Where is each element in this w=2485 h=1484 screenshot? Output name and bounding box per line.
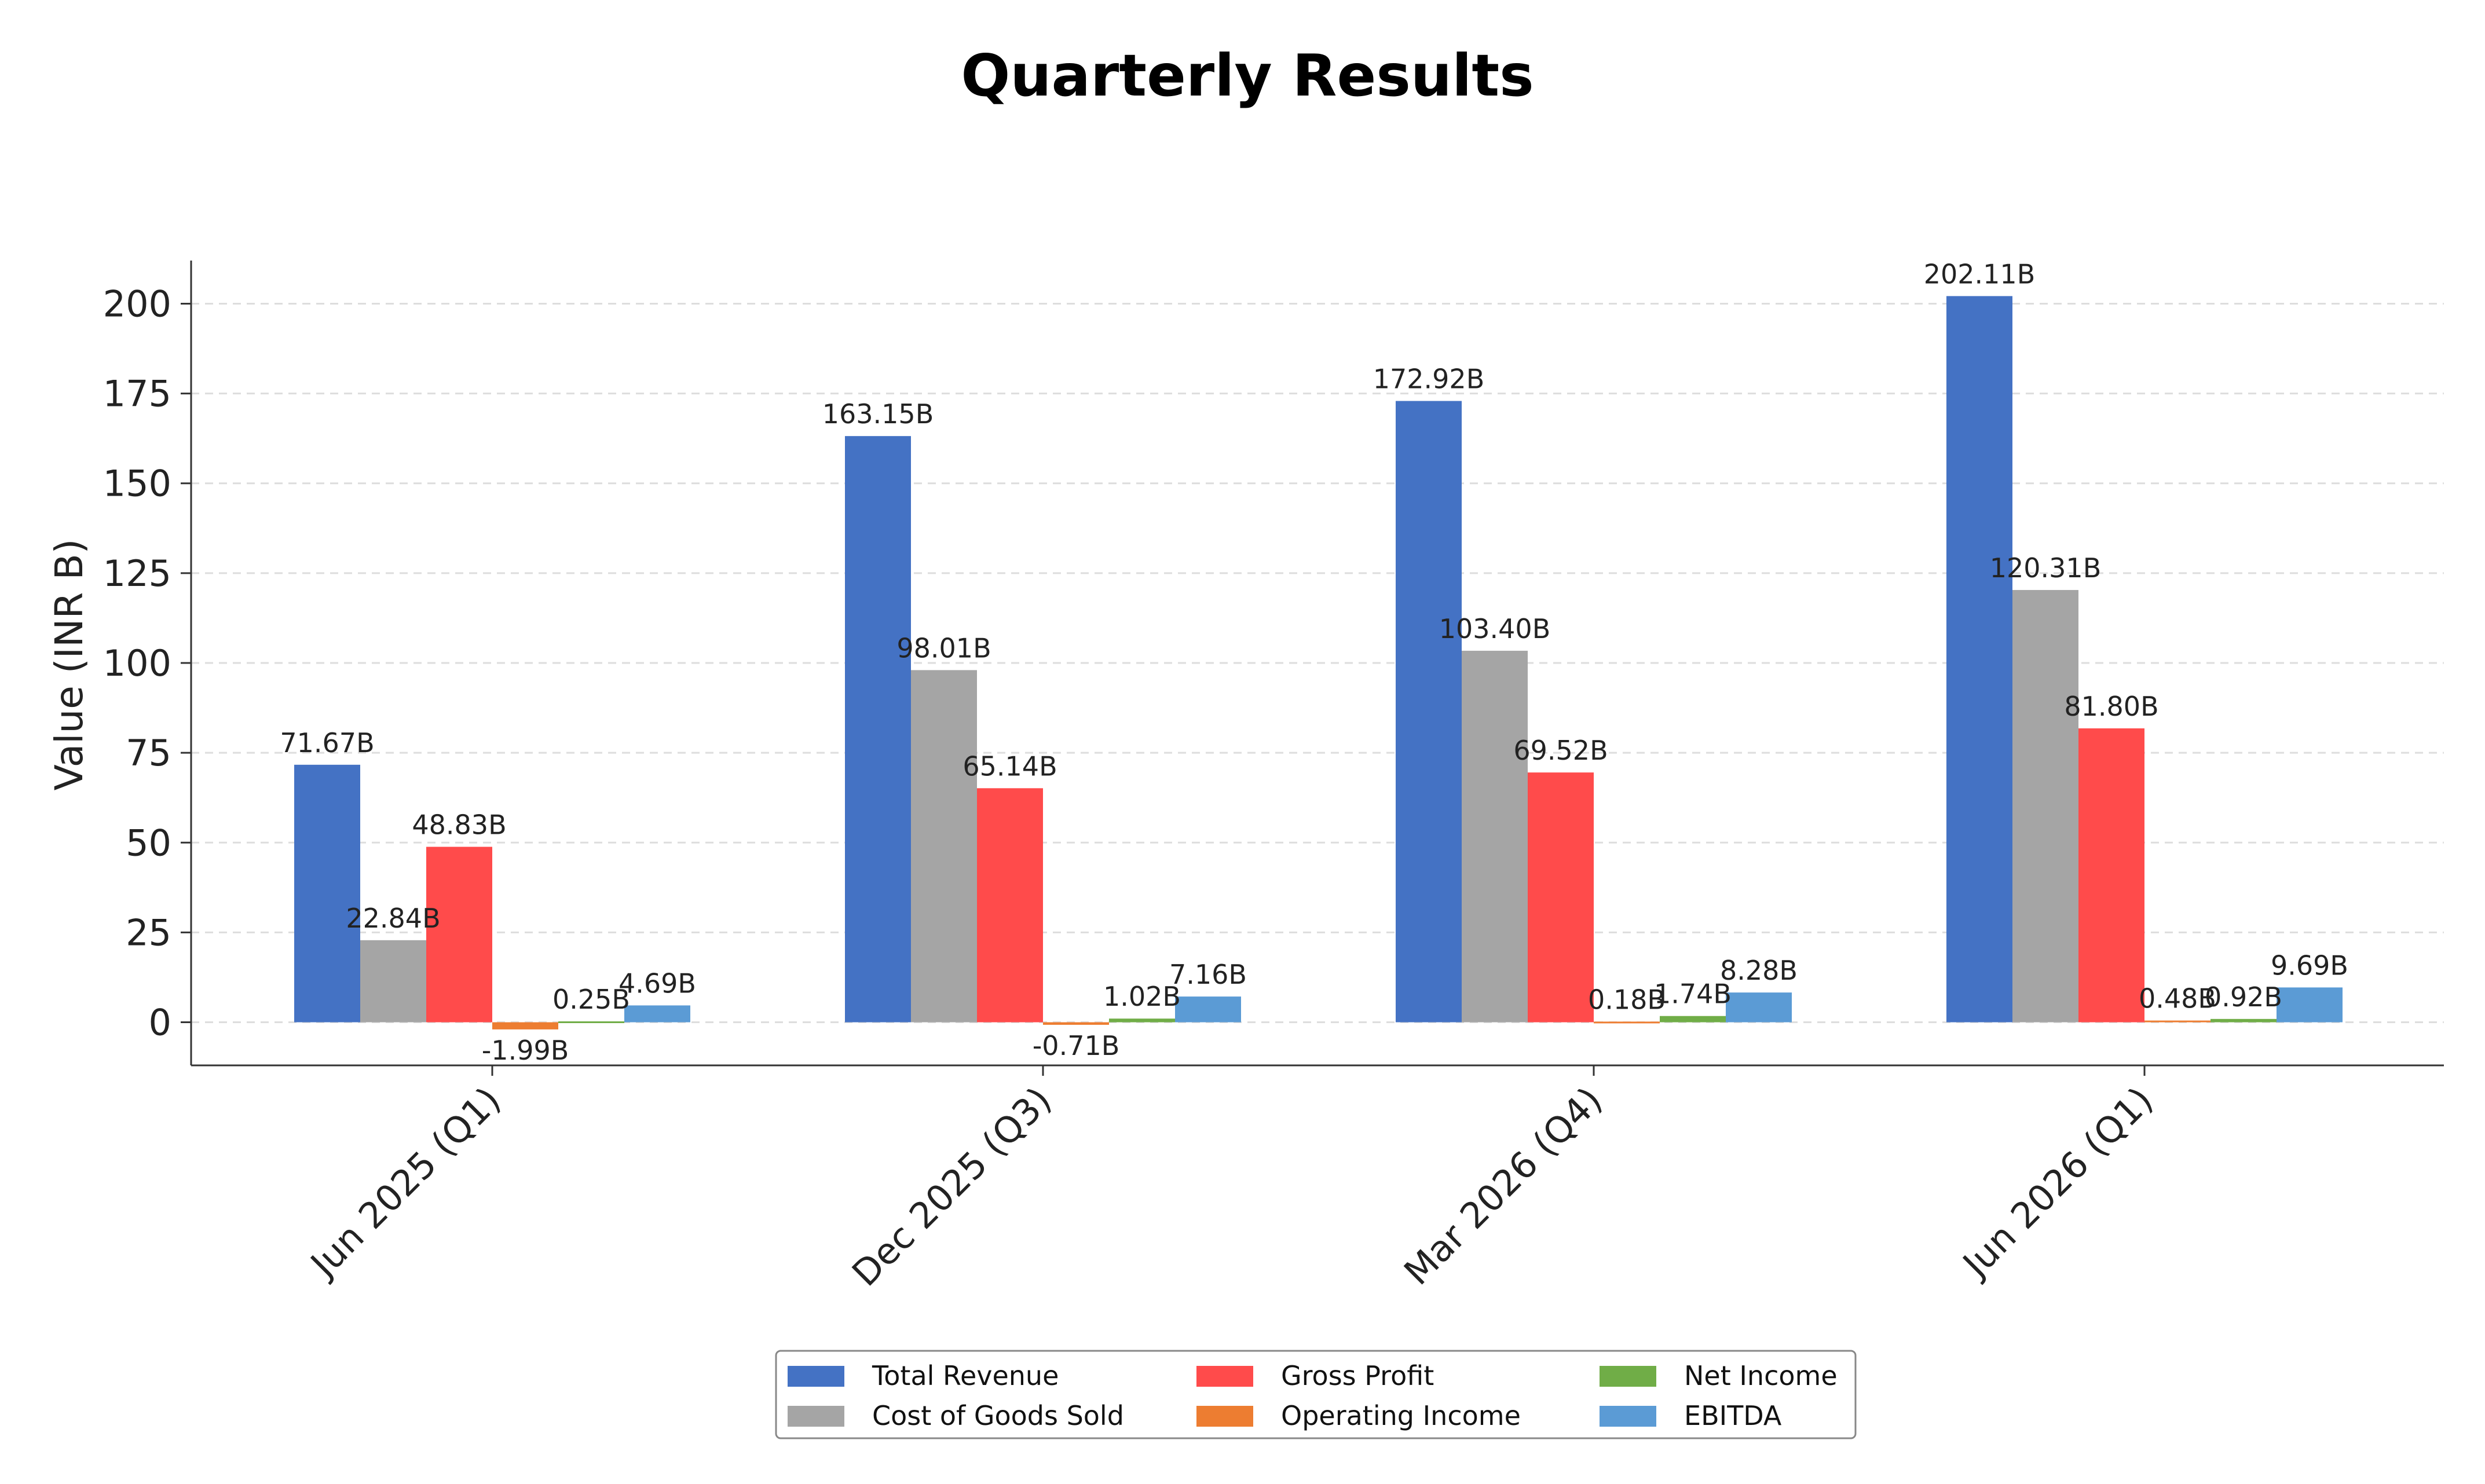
bar-total-revenue [294,764,360,1023]
bars [294,296,2343,1029]
legend-swatch [788,1366,844,1387]
bar-ebitda [624,1005,690,1023]
chart-title: Quarterly Results [961,42,1534,109]
bar-ebitda [1175,996,1241,1023]
bar-value-label: 48.83B [412,809,506,841]
y-tick-label: 100 [103,642,171,684]
y-tick-label: 200 [103,283,171,325]
bar-value-label: 69.52B [1513,735,1608,766]
bar-value-label: 0.18B [1588,984,1666,1015]
bar-value-label: 7.16B [1169,959,1247,990]
bar-value-label: 4.69B [618,968,696,999]
bar-operating-income [1594,1021,1660,1024]
x-tick-label: Dec 2025 (Q3) [844,1079,1060,1295]
bar-total-revenue [1946,296,2012,1023]
bar-ebitda [1726,992,1792,1023]
legend-label: Net Income [1684,1360,1838,1391]
legend-label: EBITDA [1684,1400,1782,1431]
bar-value-label: 163.15B [822,398,934,430]
bar-operating-income [1043,1022,1109,1025]
grid-lines [191,302,2444,1024]
bar-net-income [1109,1018,1175,1023]
y-tick-label: 175 [103,373,171,415]
bar-value-label: 120.31B [1990,552,2102,584]
y-tick-label: 150 [103,463,171,505]
bar-value-label: 0.25B [552,984,630,1015]
legend-swatch [1600,1366,1656,1387]
bar-value-label: 202.11B [1924,258,2036,290]
bar-value-label: 1.02B [1103,981,1181,1012]
bar-ebitda [2277,987,2343,1023]
bar-gross-profit [977,788,1043,1023]
y-axis-label: Value (INR B) [47,539,92,791]
bar-total-revenue [1396,401,1462,1023]
legend-label: Total Revenue [872,1360,1059,1391]
bar-value-label: 9.69B [2271,950,2348,981]
bar-cost-of-goods-sold [911,670,977,1023]
bar-operating-income [2144,1020,2210,1023]
legend-box [775,1350,1857,1439]
legend-label: Operating Income [1281,1400,1521,1431]
legend-label: Cost of Goods Sold [872,1400,1124,1431]
bar-cost-of-goods-sold [2012,589,2078,1023]
legend-swatch [788,1406,844,1427]
bar-net-income [558,1021,624,1023]
bar-value-label: 1.74B [1654,979,1732,1010]
x-tick-label: Jun 2026 (Q1) [1953,1079,2161,1287]
legend-label: Gross Profit [1281,1360,1434,1391]
bar-cost-of-goods-sold [360,940,426,1023]
legend: Total Revenue Cost of Goods Sold Gross Pro… [775,1350,1857,1439]
legend-swatch [1600,1406,1656,1427]
bar-value-label: 172.92B [1373,364,1485,395]
bar-value-label: -1.99B [482,1035,569,1066]
bar-value-label: 65.14B [962,750,1057,782]
bar-net-income [2210,1018,2277,1023]
bar-gross-profit [2078,728,2144,1023]
bar-value-label: 22.84B [346,903,440,934]
bar-value-label: 81.80B [2064,691,2158,722]
legend-swatch [1196,1406,1253,1427]
bar-value-label: -0.71B [1033,1030,1120,1061]
y-tick-label: 75 [126,732,171,774]
bar-value-label: 71.67B [280,727,374,759]
y-tick-label: 0 [149,1002,171,1044]
bar-value-label: 0.92B [2205,981,2282,1013]
bar-value-label: 8.28B [1720,955,1798,986]
bar-net-income [1660,1016,1726,1023]
y-tick-label: 25 [126,911,171,954]
x-tick-label: Jun 2025 (Q1) [301,1079,509,1287]
legend-swatch [1196,1366,1253,1387]
bar-operating-income [492,1022,558,1029]
bar-gross-profit [426,847,492,1023]
bar-value-label: 0.48B [2139,983,2216,1014]
x-tick-label: Mar 2026 (Q4) [1396,1079,1610,1293]
y-tick-label: 50 [126,822,171,864]
bar-total-revenue [845,436,911,1023]
bar-value-label: 103.40B [1439,613,1551,644]
y-tick-label: 125 [103,552,171,595]
bar-value-label: 98.01B [896,632,991,664]
bar-gross-profit [1528,772,1594,1023]
bar-cost-of-goods-sold [1462,650,1528,1023]
